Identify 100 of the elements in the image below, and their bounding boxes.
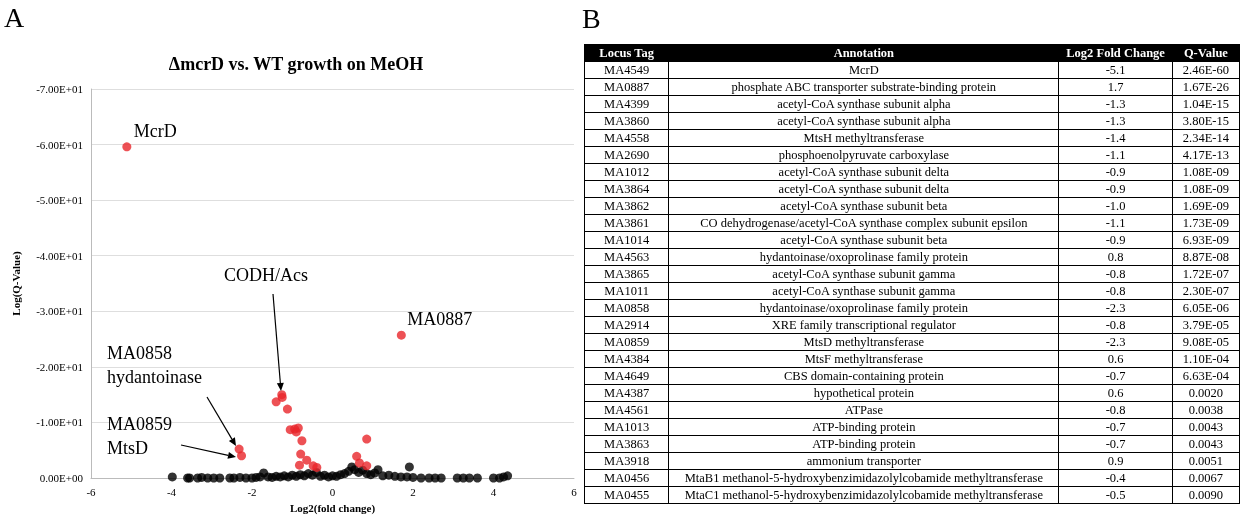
annotation: MA0859 MtsD (107, 414, 173, 458)
text: ATP-binding protein (812, 420, 916, 434)
text: 0.0067 (1188, 471, 1224, 485)
text: MA4384 (604, 352, 650, 366)
text: MA4387 (604, 386, 650, 400)
text: -0.8 (1105, 284, 1126, 298)
text: -0.8 (1105, 267, 1126, 281)
text: MtaB1 methanol-5-hydroxybenzimidazolylcobamide methyltransferase (684, 471, 1043, 485)
text: MA2914 (604, 318, 650, 332)
annotation: MA0887 (407, 309, 473, 330)
y-tick-label: -4.00E+01 (36, 249, 83, 262)
text: -0.4 (1105, 471, 1126, 485)
category-label: Locus Tag (584, 44, 669, 62)
text: MA0859 (604, 335, 650, 349)
text: McrD (848, 63, 879, 77)
text: 1.08E-09 (1182, 182, 1229, 196)
text: ATP-binding protein (812, 437, 916, 451)
text: 1.04E-15 (1182, 97, 1229, 111)
text: acetyl-CoA synthase subunit alpha (777, 114, 951, 128)
text: 0.0038 (1188, 403, 1224, 417)
text: XRE family transcriptional regulator (771, 318, 956, 332)
text: 1.10E-04 (1182, 352, 1229, 366)
text: 6.93E-09 (1182, 233, 1229, 247)
text: -0.8 (1105, 403, 1126, 417)
y-tick-label: -5.00E+01 (36, 194, 83, 207)
text: MA0456 (604, 471, 650, 485)
text: ammonium transporter (806, 454, 921, 468)
x-axis-title: Log2(fold change) (289, 501, 376, 515)
text: MA0887 (604, 80, 650, 94)
x-tick-label: 6 (571, 485, 578, 498)
text: MA1011 (604, 284, 649, 298)
text: -1.3 (1105, 97, 1126, 111)
text: 0.9 (1107, 454, 1124, 468)
text: acetyl-CoA synthase subunit gamma (772, 267, 956, 281)
x-tick-label: -4 (166, 485, 177, 498)
text: ATPase (844, 403, 883, 417)
text: MA1012 (604, 165, 650, 179)
text: 6.63E-04 (1182, 369, 1229, 383)
text: -0.7 (1105, 369, 1126, 383)
text: MA4558 (604, 131, 650, 145)
text: MA3864 (604, 182, 650, 196)
text: MA3918 (604, 454, 650, 468)
text: acetyl-CoA synthase subunit alpha (777, 97, 951, 111)
text: MA2690 (604, 148, 650, 162)
category-label: Annotation (668, 44, 1059, 62)
text: 0.6 (1107, 386, 1124, 400)
chart-title: ΔmcrD vs. WT growth on MeOH (168, 54, 424, 74)
text: 0.0043 (1188, 420, 1224, 434)
text: hydantoinase/oxoprolinase family protein (759, 301, 968, 315)
text: -1.3 (1105, 114, 1126, 128)
text: 3.79E-05 (1182, 318, 1229, 332)
text: MA0455 (604, 488, 650, 502)
text: -1.1 (1105, 216, 1126, 230)
text: MA0858 (604, 301, 650, 315)
text: 4.17E-13 (1182, 148, 1229, 162)
text: MA4649 (604, 369, 650, 383)
text: -0.5 (1105, 488, 1126, 502)
text: phosphate ABC transporter substrate-binding protein (731, 80, 997, 94)
text: 0.0051 (1188, 454, 1224, 468)
text: CBS domain-containing protein (783, 369, 944, 383)
annotation: MA0858 hydantoinase (107, 343, 202, 387)
y-tick-label: -2.00E+01 (36, 360, 83, 373)
x-tick-label: -2 (247, 485, 257, 498)
text: -1.1 (1105, 148, 1126, 162)
x-tick-label: -6 (86, 485, 97, 498)
text: acetyl-CoA synthase subunit delta (778, 165, 950, 179)
text: 1.08E-09 (1182, 165, 1229, 179)
text: phosphoenolpyruvate carboxylase (778, 148, 950, 162)
y-tick-label: -3.00E+01 (36, 305, 83, 318)
y-axis-title: Log(Q-Value) (9, 250, 23, 316)
text: 1.69E-09 (1182, 199, 1229, 213)
text: -0.7 (1105, 437, 1126, 451)
y-tick-label: 0.00E+00 (39, 472, 84, 484)
category-label: Log2 Fold Change (1058, 44, 1173, 62)
text: MtsH methyltransferase (803, 131, 925, 145)
annotation: CODH/Acs (224, 265, 308, 285)
text: -0.7 (1105, 420, 1126, 434)
text: -1.4 (1105, 131, 1126, 145)
text: MA4549 (604, 63, 650, 77)
text: 1.73E-09 (1182, 216, 1229, 230)
text: B (582, 2, 601, 36)
text: A (4, 1, 25, 33)
text: acetyl-CoA synthase subunit gamma (772, 284, 956, 298)
text: -1.0 (1105, 199, 1126, 213)
category-label: Q-Value (1172, 44, 1240, 62)
text: -2.3 (1105, 301, 1126, 315)
text: 3.80E-15 (1182, 114, 1229, 128)
x-tick-label: 2 (410, 485, 416, 498)
text: MA1014 (604, 233, 650, 247)
y-tick-label: -6.00E+01 (36, 138, 83, 151)
text: 9.08E-05 (1182, 335, 1229, 349)
text: 1.7 (1107, 80, 1124, 94)
text: MtaC1 methanol-5-hydroxybenzimidazolylcobamide methyltransferase (684, 488, 1043, 502)
text: 0.6 (1107, 352, 1124, 366)
text: MA3862 (604, 199, 650, 213)
text: 0.0090 (1188, 488, 1224, 502)
text: CO dehydrogenase/acetyl-CoA synthase complex subunit epsilon (700, 216, 1028, 230)
text: 0.0020 (1188, 386, 1224, 400)
text: 2.30E-07 (1182, 284, 1229, 298)
text: MtsD methyltransferase (803, 335, 925, 349)
